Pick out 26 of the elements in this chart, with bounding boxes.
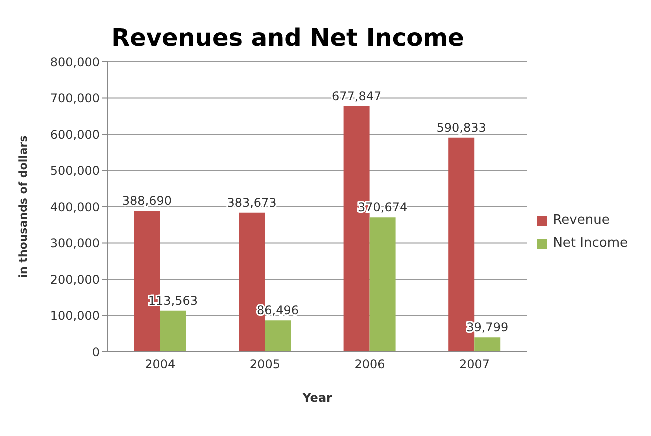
y-tick-label: 700,000 xyxy=(50,92,100,106)
x-tick-label: 2006 xyxy=(354,358,386,372)
y-tick-label: 200,000 xyxy=(50,272,100,287)
data-label: 388,690 xyxy=(122,194,172,208)
bar xyxy=(370,218,396,352)
bar xyxy=(160,310,186,352)
x-tick-label: 2004 xyxy=(145,358,176,372)
bar xyxy=(265,320,291,352)
bar xyxy=(474,338,501,352)
x-tick-label: 2005 xyxy=(250,358,280,372)
data-label: 677,847 xyxy=(332,89,382,104)
y-tick-label: 600,000 xyxy=(50,128,100,142)
y-tick-label: 300,000 xyxy=(50,236,100,251)
x-tick-label: 2007 xyxy=(460,358,490,372)
data-label: 590,833 xyxy=(436,120,486,135)
x-axis-title: Year xyxy=(302,391,333,405)
y-tick-label: 400,000 xyxy=(50,200,100,214)
chart-title: Revenues and Net Income xyxy=(110,23,466,52)
data-label: 383,673 xyxy=(227,196,277,210)
y-tick-label: 800,000 xyxy=(50,55,100,70)
legend-label: Net Income xyxy=(553,236,628,251)
legend-label: Revenue xyxy=(553,213,610,228)
y-axis-title: in thousands of dollars xyxy=(16,135,30,278)
y-tick-label: 0 xyxy=(92,345,100,360)
y-tick-label: 100,000 xyxy=(50,309,100,324)
y-tick-label: 500,000 xyxy=(50,164,100,178)
